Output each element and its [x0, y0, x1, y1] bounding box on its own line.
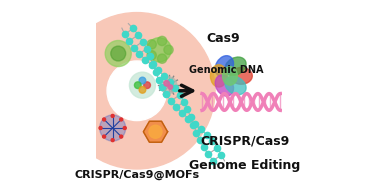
Circle shape — [164, 45, 173, 54]
Circle shape — [139, 87, 146, 93]
Text: Cas9: Cas9 — [207, 32, 240, 45]
Ellipse shape — [215, 56, 234, 77]
Circle shape — [111, 114, 114, 117]
Circle shape — [135, 82, 141, 88]
Circle shape — [157, 54, 167, 63]
Ellipse shape — [225, 57, 246, 75]
Circle shape — [147, 40, 156, 49]
Text: Genomic DNA: Genomic DNA — [189, 65, 263, 75]
Circle shape — [107, 61, 167, 121]
Circle shape — [168, 85, 173, 89]
Ellipse shape — [215, 75, 234, 96]
Circle shape — [160, 77, 177, 94]
Circle shape — [164, 81, 169, 86]
Circle shape — [111, 46, 125, 61]
Text: CRISPR/Cas9@MOFs: CRISPR/Cas9@MOFs — [74, 170, 200, 180]
Circle shape — [144, 82, 150, 88]
Circle shape — [157, 36, 167, 46]
Circle shape — [100, 115, 125, 141]
Ellipse shape — [230, 67, 253, 84]
Circle shape — [129, 72, 155, 98]
Circle shape — [105, 40, 131, 67]
Ellipse shape — [223, 67, 237, 85]
Circle shape — [147, 51, 156, 60]
Circle shape — [123, 126, 126, 129]
Circle shape — [102, 118, 105, 121]
Text: CRISPR/Cas9: CRISPR/Cas9 — [200, 135, 290, 148]
Ellipse shape — [211, 65, 227, 87]
Ellipse shape — [225, 76, 246, 95]
Circle shape — [111, 139, 114, 142]
Circle shape — [102, 135, 105, 138]
Circle shape — [139, 77, 146, 84]
Circle shape — [120, 135, 123, 138]
Circle shape — [149, 125, 162, 138]
Circle shape — [120, 118, 123, 121]
Polygon shape — [143, 121, 167, 142]
Circle shape — [99, 126, 102, 129]
Text: Genome Editing: Genome Editing — [189, 159, 301, 172]
Circle shape — [147, 38, 171, 62]
Circle shape — [59, 12, 215, 169]
